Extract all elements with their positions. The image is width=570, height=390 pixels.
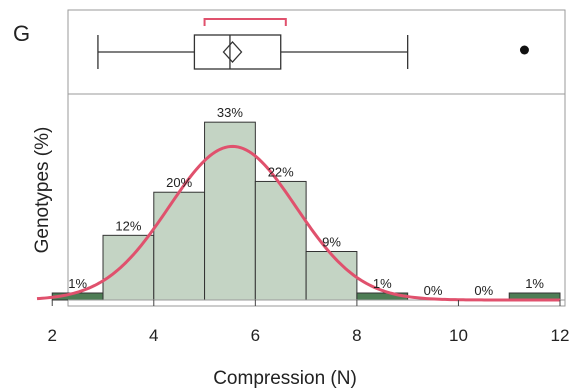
bar-label: 33%	[217, 105, 243, 120]
bar-label: 22%	[268, 164, 294, 179]
histogram-frame	[67, 93, 566, 307]
bar-label: 9%	[322, 235, 341, 250]
histogram-bar	[153, 191, 206, 301]
x-tick-label: 4	[149, 326, 158, 345]
mean-diamond	[222, 41, 243, 63]
x-tick-label: 10	[449, 326, 468, 345]
normal-curve	[36, 144, 560, 302]
bar-label: 1%	[373, 276, 392, 291]
x-tick-label: 8	[352, 326, 361, 345]
mean-ci-bracket	[203, 18, 287, 26]
x-axis: 2 4 6 8 10 12	[47, 300, 569, 345]
bar-labels: 1% 12% 20% 33% 22% 9% 1% 0% 0% 1%	[68, 105, 544, 298]
bar-label: 0%	[424, 283, 443, 298]
boxplot	[97, 18, 529, 70]
panel-label: G	[13, 21, 30, 46]
outlier-point	[519, 45, 529, 55]
y-axis-label: Genotypes (%)	[32, 127, 53, 254]
normal-curve-line	[36, 144, 560, 302]
x-axis-label: Compression (N)	[213, 368, 357, 389]
x-tick-label: 12	[551, 326, 570, 345]
histogram-bar	[204, 121, 256, 301]
histogram-bar	[305, 251, 358, 301]
bar-label: 12%	[115, 218, 141, 233]
histogram-bar	[102, 234, 155, 301]
bar-label: 1%	[525, 276, 544, 291]
x-tick-label: 6	[251, 326, 260, 345]
bar-label: 1%	[68, 276, 87, 291]
histogram-bars	[51, 121, 565, 301]
x-tick-label: 2	[47, 326, 56, 345]
histogram-bar	[254, 180, 307, 301]
bar-label: 0%	[474, 283, 493, 298]
bar-label: 20%	[166, 175, 192, 190]
box-iqr	[193, 34, 282, 70]
